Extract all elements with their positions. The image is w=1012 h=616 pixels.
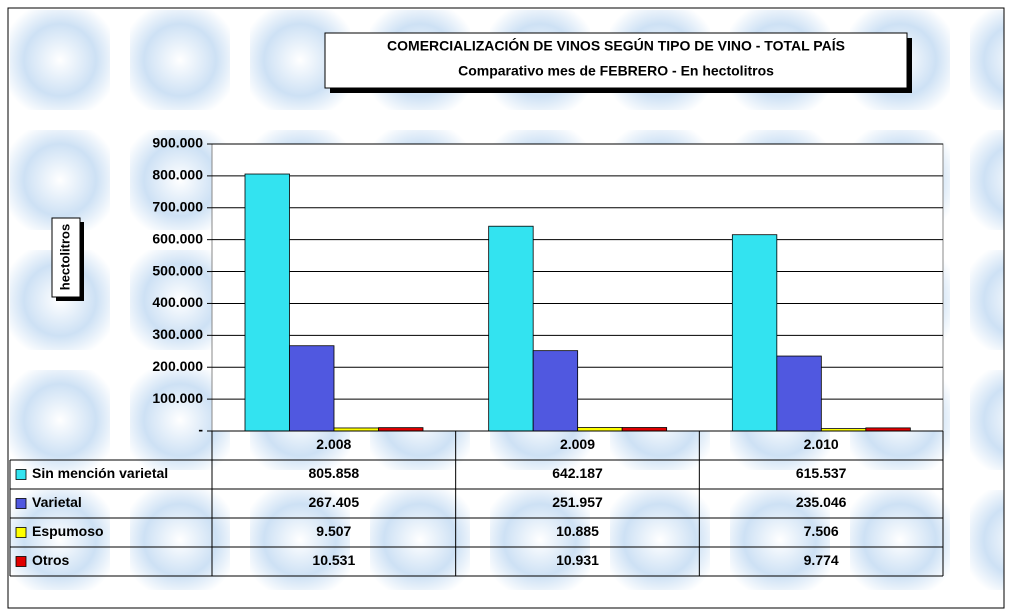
y-tick-label: 500.000 — [152, 262, 203, 278]
bar — [378, 427, 424, 432]
chart-title: COMERCIALIZACIÓN DE VINOS SEGÚN TIPO DE … — [387, 37, 845, 54]
x-tick-label: 2.009 — [560, 436, 595, 452]
legend-label: Varietal — [32, 494, 82, 510]
chart-subtitle: Comparativo mes de FEBRERO - En hectolit… — [458, 63, 774, 79]
value-label: 251.957 — [552, 494, 603, 510]
value-label: 805.858 — [309, 465, 360, 481]
y-tick-label: 800.000 — [152, 167, 203, 183]
value-label: 642.187 — [552, 465, 603, 481]
legend-swatch — [15, 469, 27, 480]
value-label: 267.405 — [309, 494, 360, 510]
bar — [244, 173, 290, 432]
bar — [577, 427, 623, 432]
y-tick-label: 600.000 — [152, 230, 203, 246]
legend-swatch — [15, 498, 27, 509]
bar — [731, 234, 778, 432]
y-label-box — [51, 217, 81, 298]
y-tick-label: 100.000 — [152, 390, 203, 406]
x-tick-label: 2.008 — [316, 436, 351, 452]
bar — [532, 350, 579, 432]
title-box — [324, 32, 908, 89]
value-label: 10.885 — [556, 523, 599, 539]
bar — [488, 225, 534, 432]
y-tick-label: 900.000 — [152, 135, 203, 151]
value-label: 9.507 — [316, 523, 351, 539]
legend-swatch — [15, 527, 27, 538]
value-label: 615.537 — [796, 465, 847, 481]
value-label: 9.774 — [804, 552, 839, 568]
value-label: 235.046 — [796, 494, 847, 510]
y-tick-label: 300.000 — [152, 326, 203, 342]
bar — [289, 345, 335, 432]
legend-label: Otros — [32, 552, 70, 568]
bar — [621, 427, 668, 432]
y-tick-label: 200.000 — [152, 358, 203, 374]
legend-label: Espumoso — [32, 523, 104, 539]
legend-label: Sin mención varietal — [32, 465, 168, 481]
legend-swatch — [15, 556, 27, 567]
value-label: 10.931 — [556, 552, 599, 568]
y-tick-label: - — [198, 422, 203, 438]
value-label: 10.531 — [312, 552, 355, 568]
bar — [776, 355, 822, 432]
x-tick-label: 2.010 — [804, 436, 839, 452]
y-axis-label: hectolitros — [57, 224, 72, 290]
value-label: 7.506 — [804, 523, 839, 539]
y-tick-label: 700.000 — [152, 198, 203, 214]
y-tick-label: 400.000 — [152, 294, 203, 310]
